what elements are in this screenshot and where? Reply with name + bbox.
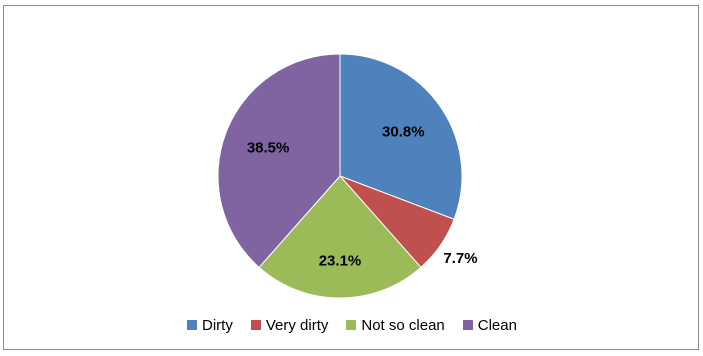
pie-chart: 30.8% 7.7% 23.1% 38.5% [217, 53, 478, 299]
legend: Dirty Very dirty Not so clean Clean [4, 314, 700, 336]
legend-label-not-so-clean: Not so clean [361, 316, 445, 334]
data-label-very-dirty: 7.7% [443, 250, 477, 267]
data-label-not-so-clean: 23.1% [319, 252, 362, 269]
pie-slice-clean [217, 53, 341, 269]
data-label-clean: 38.5% [247, 140, 290, 157]
legend-label-clean: Clean [477, 316, 517, 334]
legend-swatch-very-dirty [250, 320, 261, 330]
legend-item-not-so-clean: Not so clean [346, 316, 445, 334]
chart-frame: 30.8% 7.7% 23.1% 38.5% Dirty Very dirty Not… [3, 5, 699, 350]
legend-swatch-not-so-clean [346, 320, 357, 330]
legend-swatch-clean [462, 320, 473, 330]
legend-label-dirty: Dirty [202, 316, 233, 334]
pie-slice-not-so-clean [258, 175, 422, 299]
legend-swatch-dirty [187, 320, 198, 330]
legend-item-clean: Clean [462, 316, 517, 334]
pie-slice-dirty [339, 53, 463, 220]
data-label-dirty: 30.8% [382, 123, 425, 140]
legend-label-very-dirty: Very dirty [265, 316, 329, 334]
legend-item-very-dirty: Very dirty [250, 316, 329, 334]
legend-item-dirty: Dirty [187, 317, 233, 334]
